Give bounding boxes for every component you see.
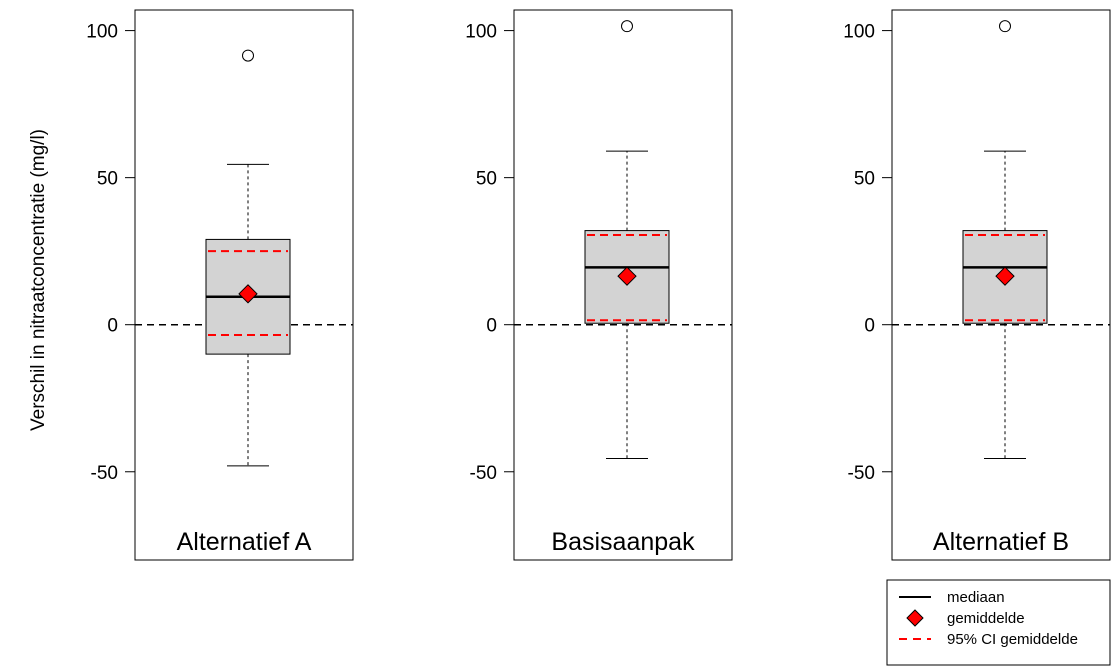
panel-3-y-tick-label: 50 (854, 169, 875, 190)
panel-2-y-tick-label: 50 (476, 169, 497, 190)
panel-2-frame (513, 9, 733, 561)
panel-3-outlier-point (999, 20, 1011, 33)
panel-2-y-tick-label: -50 (470, 463, 497, 484)
panel-2-y-tick-label: 0 (486, 316, 497, 337)
panel-2-mean-diamond (617, 266, 637, 286)
panel-3-y-tick-label: 0 (864, 316, 875, 337)
panel-3-y-tick-label: -50 (848, 463, 875, 484)
y-axis-label: Verschil in nitraatconcentratie (mg/l) (28, 129, 49, 431)
panel-3-y-tick-label: 100 (843, 22, 875, 43)
legend-label-ci: 95% CI gemiddelde (947, 631, 1078, 648)
panel-1-outlier-point (242, 49, 254, 62)
panel-1-y-tick-label: 50 (97, 169, 118, 190)
legend-label-gemiddelde: gemiddelde (947, 610, 1025, 627)
panel-2-outlier-point (621, 20, 633, 33)
panel-1-mean-diamond (238, 284, 258, 304)
panel-1-title: Alternatief A (177, 528, 312, 556)
legend-mean-symbol (906, 609, 924, 627)
legend-label-mediaan: mediaan (947, 589, 1005, 606)
panel-3-mean-diamond (995, 266, 1015, 286)
panel-3-frame (891, 9, 1111, 561)
panel-2-title: Basisaanpak (551, 528, 695, 556)
panel-3-title: Alternatief B (933, 528, 1069, 556)
panel-1-frame (134, 9, 354, 561)
legend-box (886, 579, 1111, 666)
panel-1-y-tick-label: 0 (107, 316, 118, 337)
panel-1-y-tick-label: -50 (91, 463, 118, 484)
panel-2-y-tick-label: 100 (465, 22, 497, 43)
panel-1-y-tick-label: 100 (86, 22, 118, 43)
